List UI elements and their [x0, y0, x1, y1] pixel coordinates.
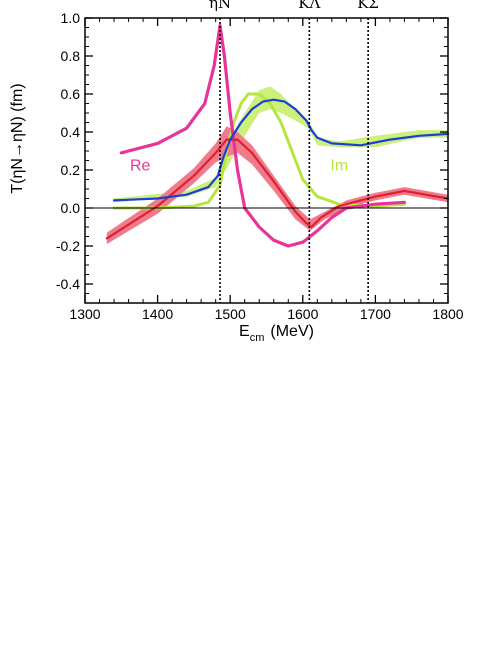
x-tick-label-2: 1500: [215, 306, 246, 322]
im-label: Im: [330, 158, 348, 175]
axes: ηN KΛ KΣ 1300 1400 1500 1600 1700 1800 1.0 0.8 0.6 0…: [56, 0, 464, 322]
x-tick-label-3: 1600: [287, 306, 318, 322]
y-tick-label-5: 0.0: [61, 200, 81, 216]
x-tick-label-0: 1300: [69, 306, 100, 322]
im-thin-curve: [112, 92, 406, 210]
labels: Ecm (MeV) T(ηN→ηN) (fm) Re Im: [9, 83, 348, 344]
x-axis-title-unit: (MeV): [270, 323, 314, 340]
x-tick-label-4: 1700: [360, 306, 391, 322]
x-tick-label-5: 1800: [432, 306, 463, 322]
reference-lines: [85, 18, 448, 303]
y-tick-label-4: 0.2: [61, 162, 81, 178]
im-main-curve: [112, 98, 450, 202]
im-band-uncertainty: [114, 86, 448, 203]
threshold-label-2: KΣ: [357, 0, 379, 12]
x-axis-title: Ecm (MeV): [239, 323, 314, 344]
y-tick-label-1: 0.8: [61, 48, 81, 64]
x-axis-title-sub: cm: [250, 332, 265, 344]
re-thin-curve: [119, 24, 406, 248]
threshold-label-1: KΛ: [298, 0, 320, 12]
y-axis-title: T(ηN→ηN) (fm): [9, 83, 26, 193]
re-label: Re: [130, 158, 151, 175]
y-tick-label-7: -0.4: [56, 276, 80, 292]
band-layer: [106, 86, 449, 245]
re-main-curve: [105, 138, 450, 240]
y-tick-label-3: 0.4: [61, 124, 81, 140]
y-tick-label-0: 1.0: [61, 10, 81, 26]
threshold-label-0: ηN: [209, 0, 231, 12]
y-tick-label-6: -0.2: [56, 238, 80, 254]
x-axis-title-main: E: [239, 323, 250, 340]
x-tick-label-1: 1400: [142, 306, 173, 322]
y-tick-label-2: 0.6: [61, 86, 81, 102]
